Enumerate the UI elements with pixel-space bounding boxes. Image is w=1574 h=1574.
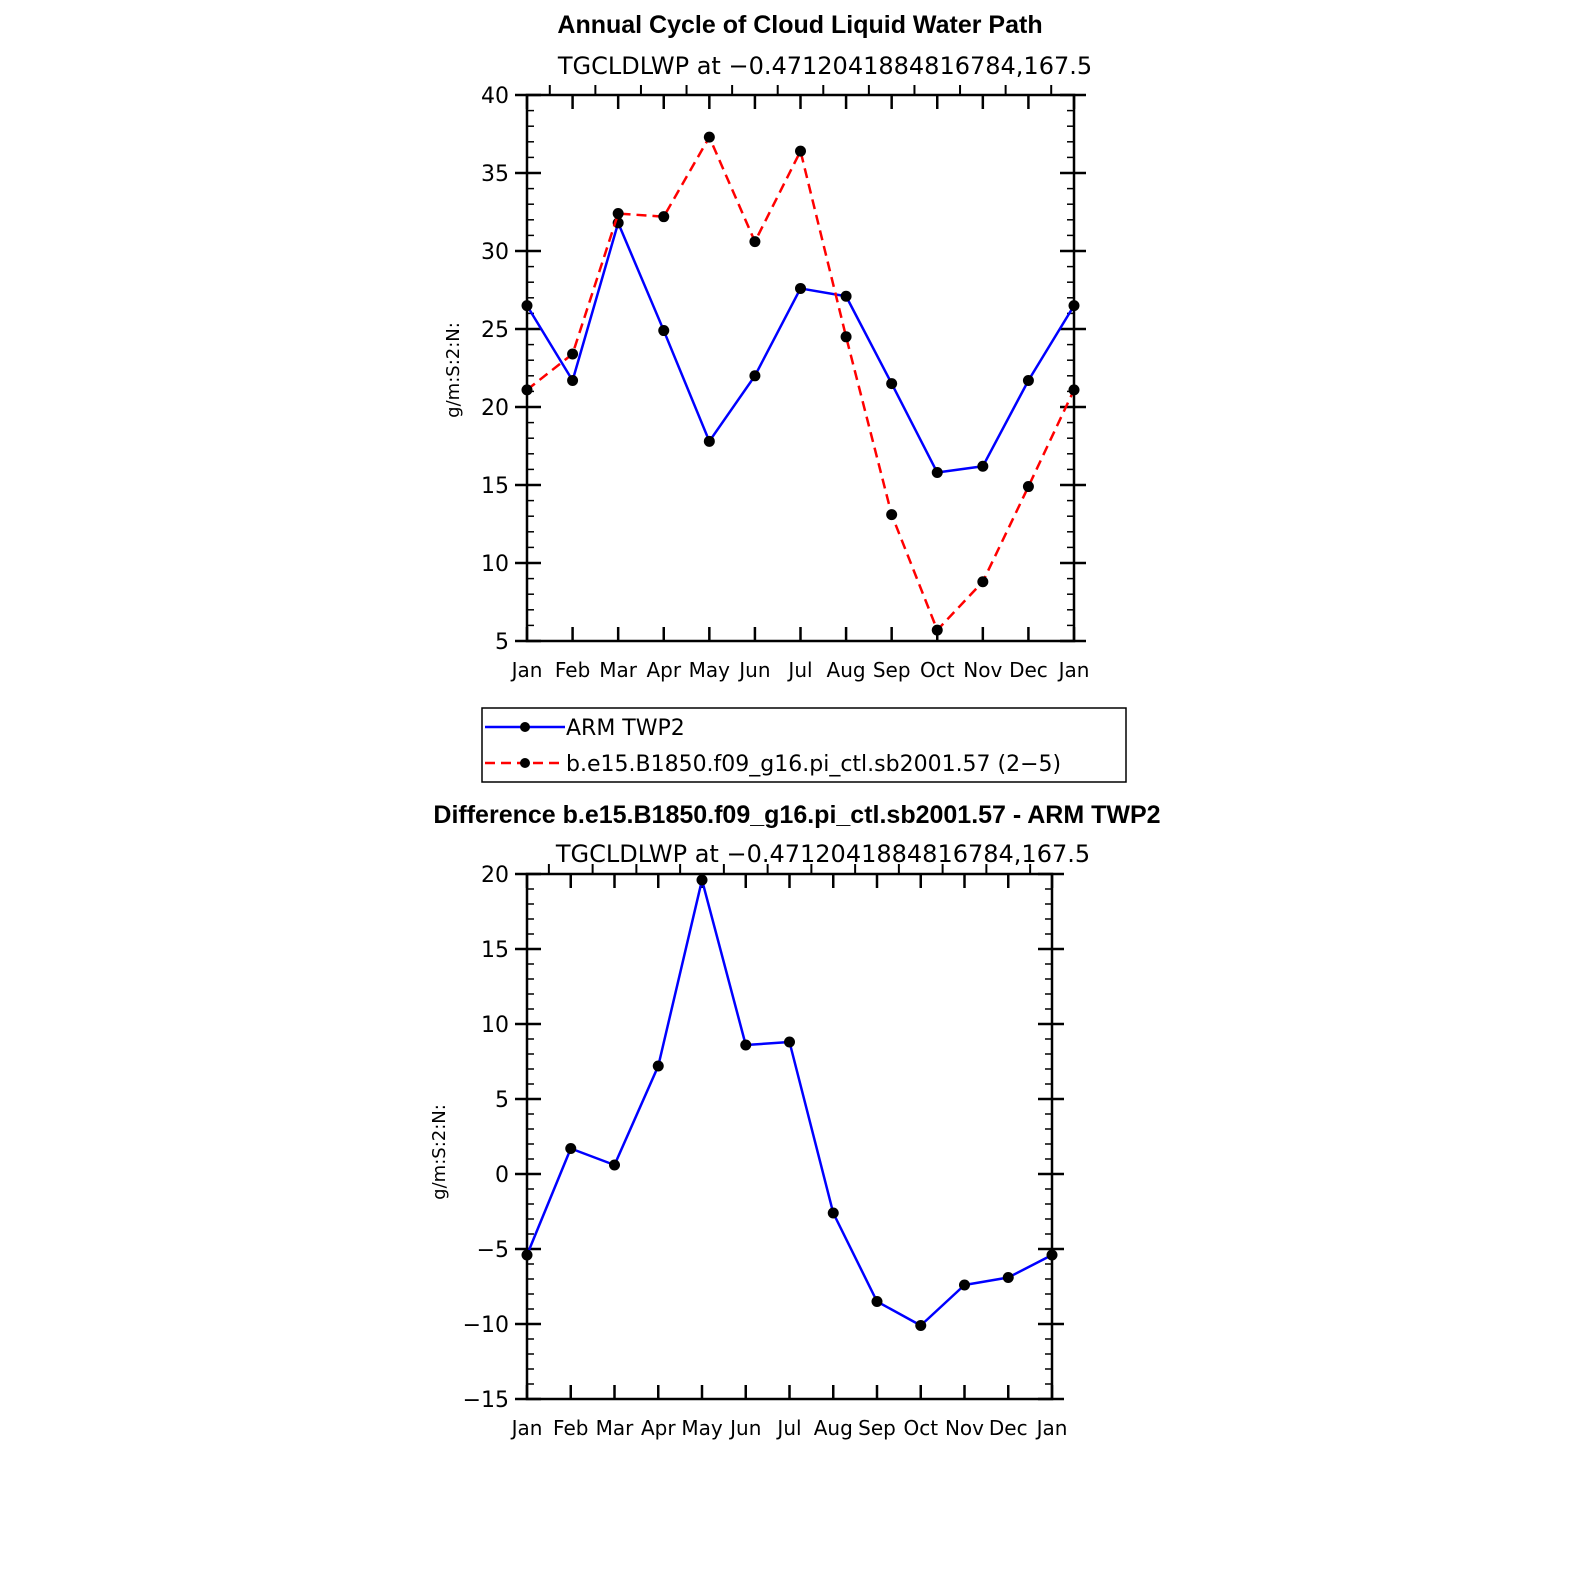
- chart1-series-0-point: [749, 370, 761, 382]
- chart2-series-0-point: [740, 1039, 752, 1051]
- chart2-series-0-point: [1002, 1272, 1014, 1283]
- chart1-series-0-point: [521, 300, 533, 312]
- chart1-ytick-label: 40: [481, 84, 509, 109]
- chart2-series-0-point: [609, 1159, 620, 1171]
- chart2-series-0-point: [784, 1036, 795, 1048]
- chart2-series-0-point: [696, 874, 708, 886]
- chart1-frame: [525, 93, 1076, 643]
- chart1-series-1-point: [1068, 384, 1080, 396]
- chart2-series-0-point: [565, 1143, 577, 1154]
- chart2-series-0-point: [915, 1320, 927, 1331]
- chart2-series-0-point: [1046, 1249, 1058, 1261]
- chart2-series-0-point: [521, 1249, 533, 1261]
- chart1-series-1-point: [703, 131, 715, 143]
- chart1-series-0-line: [525, 221, 1076, 474]
- chart2-ytick-label: 15: [481, 938, 509, 963]
- chart1-series-0-point: [977, 460, 989, 472]
- chart2-xtick-label: Dec: [989, 1416, 1028, 1440]
- chart2-xtick-label: Nov: [945, 1416, 984, 1440]
- chart1-series-0-point: [840, 290, 852, 302]
- chart2-ytick-label: 0: [495, 1163, 509, 1188]
- legend-marker-arm: [520, 722, 530, 732]
- chart1-series-1-point: [612, 208, 624, 220]
- chart1-ytick-label: 20: [481, 396, 509, 421]
- legend-marker-model: [520, 758, 530, 768]
- chart1-xtick-label: Oct: [920, 658, 955, 682]
- chart1-plot-area: Jan Feb Mar Apr May Jun Jul Aug Sep Oct Nov Dec Jan5…: [481, 84, 1089, 682]
- chart1-xtick-label: Jan: [1057, 658, 1090, 682]
- chart2-ytick-label: −15: [463, 1388, 509, 1413]
- legend-label-arm: ARM TWP2: [566, 716, 685, 741]
- chart1-ytick-label: 30: [481, 240, 509, 265]
- chart1-series-1-point: [977, 576, 989, 588]
- chart2-ytick-label: 20: [481, 863, 509, 888]
- chart2-series-0-point: [959, 1279, 970, 1291]
- chart1-series-1-line: [526, 135, 1076, 632]
- chart1-xtick-label: Jun: [737, 658, 770, 682]
- chart2-ytick-label: 10: [481, 1013, 509, 1038]
- chart1-ytick-label: 15: [481, 474, 509, 499]
- chart1-series-1-point: [521, 384, 533, 396]
- chart1-xtick-label: Jul: [786, 658, 812, 682]
- chart1-xtick-label: Nov: [963, 658, 1002, 682]
- chart1-xtick-label: Mar: [599, 658, 638, 682]
- chart1-series-1-point: [840, 331, 852, 343]
- chart2-xtick-label: May: [681, 1416, 723, 1440]
- chart1-legend: ARM TWP2 b.e15.B1850.f09_g16.pi_ctl.sb20…: [481, 707, 1127, 783]
- chart2-xtick-label: Mar: [596, 1416, 635, 1440]
- chart2-frame: [525, 872, 1054, 1401]
- chart1-ytick-label: 5: [495, 630, 509, 655]
- chart1-series-1-point: [886, 509, 898, 521]
- chart1-series-0-point: [658, 325, 670, 337]
- chart1-ytick-label: 25: [481, 318, 509, 343]
- chart1-series-0-point: [1022, 374, 1034, 386]
- chart1-xtick-label: Feb: [555, 658, 590, 682]
- chart1-ylabel: g/m:S:2:N:: [443, 322, 464, 418]
- chart1-series-0-point: [931, 467, 943, 479]
- chart2-xtick-label: Sep: [858, 1416, 896, 1440]
- chart1-xtick-label: Aug: [827, 658, 866, 682]
- chart1-series-1-point: [1022, 481, 1034, 493]
- legend-label-model: b.e15.B1850.f09_g16.pi_ctl.sb2001.57 (2−…: [566, 752, 1061, 777]
- chart2-xtick-label: Jun: [728, 1416, 761, 1440]
- chart2-ylabel: g/m:S:2:N:: [429, 1104, 450, 1200]
- chart1-series-1-point: [795, 145, 806, 157]
- chart2-series-0-point: [827, 1207, 839, 1219]
- chart1-xtick-label: May: [689, 658, 731, 682]
- chart1-subtitle: TGCLDLWP at −0.4712041884816784,167.5: [557, 52, 1092, 80]
- chart1-series-0-point: [886, 378, 898, 390]
- chart1-xtick-label: Apr: [646, 658, 681, 682]
- chart2-xtick-label: Jan: [1035, 1416, 1068, 1440]
- chart2-ytick-label: −5: [477, 1238, 509, 1263]
- chart2-ytick-label: 5: [495, 1088, 509, 1113]
- chart2-series-0-point: [652, 1060, 664, 1072]
- chart2-series-0-point: [871, 1296, 883, 1307]
- chart1-series-0-point: [567, 374, 579, 386]
- chart1-series-1-point: [931, 624, 943, 636]
- chart1-ytick-label: 10: [481, 552, 509, 577]
- chart1-series-1-point: [749, 236, 761, 248]
- chart1-xtick-label: Sep: [873, 658, 911, 682]
- chart2-title: Difference b.e15.B1850.f09_g16.pi_ctl.sb…: [433, 801, 1160, 829]
- chart2-xtick-label: Feb: [553, 1416, 588, 1440]
- chart2-xtick-label: Oct: [903, 1416, 938, 1440]
- chart1-series-1-point: [567, 348, 579, 360]
- chart2-xtick-label: Apr: [641, 1416, 676, 1440]
- chart1-ytick-label: 35: [481, 162, 509, 187]
- chart2-ytick-label: −10: [463, 1313, 509, 1338]
- chart1-xtick-label: Jan: [510, 658, 543, 682]
- chart2-xtick-label: Jul: [775, 1416, 801, 1440]
- chart2-xtick-label: Aug: [814, 1416, 853, 1440]
- chart2-subtitle: TGCLDLWP at −0.4712041884816784,167.5: [555, 840, 1090, 868]
- chart2-series-0-line: [525, 878, 1053, 1327]
- chart1-title: Annual Cycle of Cloud Liquid Water Path: [557, 11, 1042, 39]
- chart2-plot-area: Jan Feb Mar Apr May Jun Jul Aug Sep Oct Nov Dec Jan−…: [463, 863, 1068, 1440]
- chart1-series-0-point: [1068, 300, 1080, 312]
- chart1-series-0-point: [703, 435, 715, 447]
- chart1-xtick-label: Dec: [1009, 658, 1048, 682]
- chart1-series-0-point: [795, 282, 806, 294]
- chart2-xtick-label: Jan: [510, 1416, 543, 1440]
- chart1-series-1-point: [658, 211, 670, 223]
